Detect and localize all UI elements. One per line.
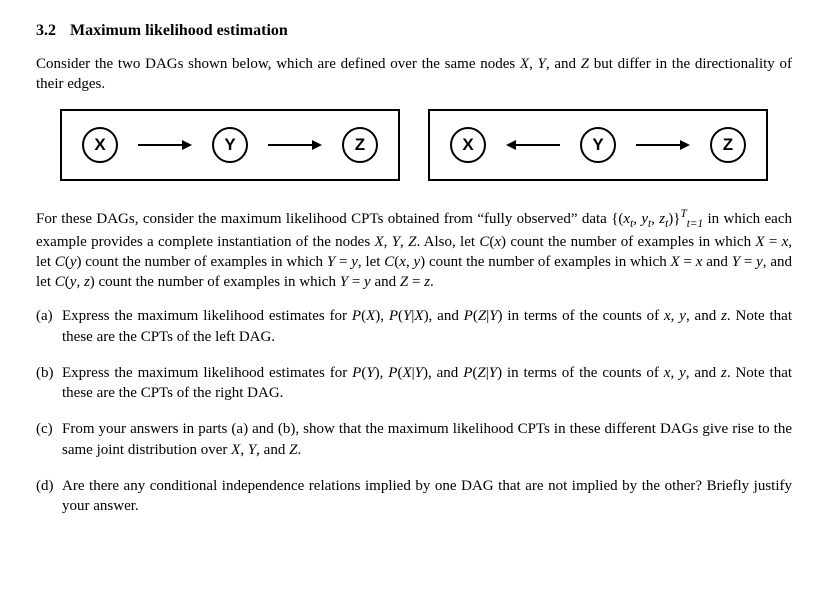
- node-x: X: [450, 127, 486, 163]
- node-y: Y: [580, 127, 616, 163]
- list-item: (b) Express the maximum likelihood estim…: [36, 363, 792, 404]
- body-text: For these DAGs, consider the maximum lik…: [36, 211, 792, 291]
- dag-right: X Y Z: [428, 109, 768, 181]
- question-list: (a) Express the maximum likelihood estim…: [36, 306, 792, 516]
- node-x: X: [82, 127, 118, 163]
- item-body: From your answers in parts (a) and (b), …: [62, 419, 792, 460]
- body-paragraph: For these DAGs, consider the maximum lik…: [36, 207, 792, 293]
- item-marker: (c): [36, 419, 62, 460]
- node-y: Y: [212, 127, 248, 163]
- intro-text: Consider the two DAGs shown below, which…: [36, 56, 792, 92]
- item-marker: (d): [36, 476, 62, 517]
- dag-left: X Y Z: [60, 109, 400, 181]
- page: 3.2 Maximum likelihood estimation Conside…: [0, 0, 828, 562]
- list-item: (c) From your answers in parts (a) and (…: [36, 419, 792, 460]
- section-title: Maximum likelihood estimation: [70, 22, 288, 39]
- arrow-left-icon: [506, 136, 560, 154]
- item-body: Express the maximum likelihood estimates…: [62, 363, 792, 404]
- item-body: Are there any conditional independence r…: [62, 476, 792, 517]
- arrow-right-icon: [138, 136, 192, 154]
- dag-figures: X Y Z X Y Z: [36, 109, 792, 181]
- intro-paragraph: Consider the two DAGs shown below, which…: [36, 54, 792, 95]
- node-z: Z: [342, 127, 378, 163]
- item-body: Express the maximum likelihood estimates…: [62, 306, 792, 347]
- arrow-right-icon: [636, 136, 690, 154]
- node-z: Z: [710, 127, 746, 163]
- list-item: (d) Are there any conditional independen…: [36, 476, 792, 517]
- item-marker: (b): [36, 363, 62, 404]
- section-heading: 3.2 Maximum likelihood estimation: [36, 22, 792, 40]
- list-item: (a) Express the maximum likelihood estim…: [36, 306, 792, 347]
- section-number: 3.2: [36, 22, 56, 40]
- item-marker: (a): [36, 306, 62, 347]
- arrow-right-icon: [268, 136, 322, 154]
